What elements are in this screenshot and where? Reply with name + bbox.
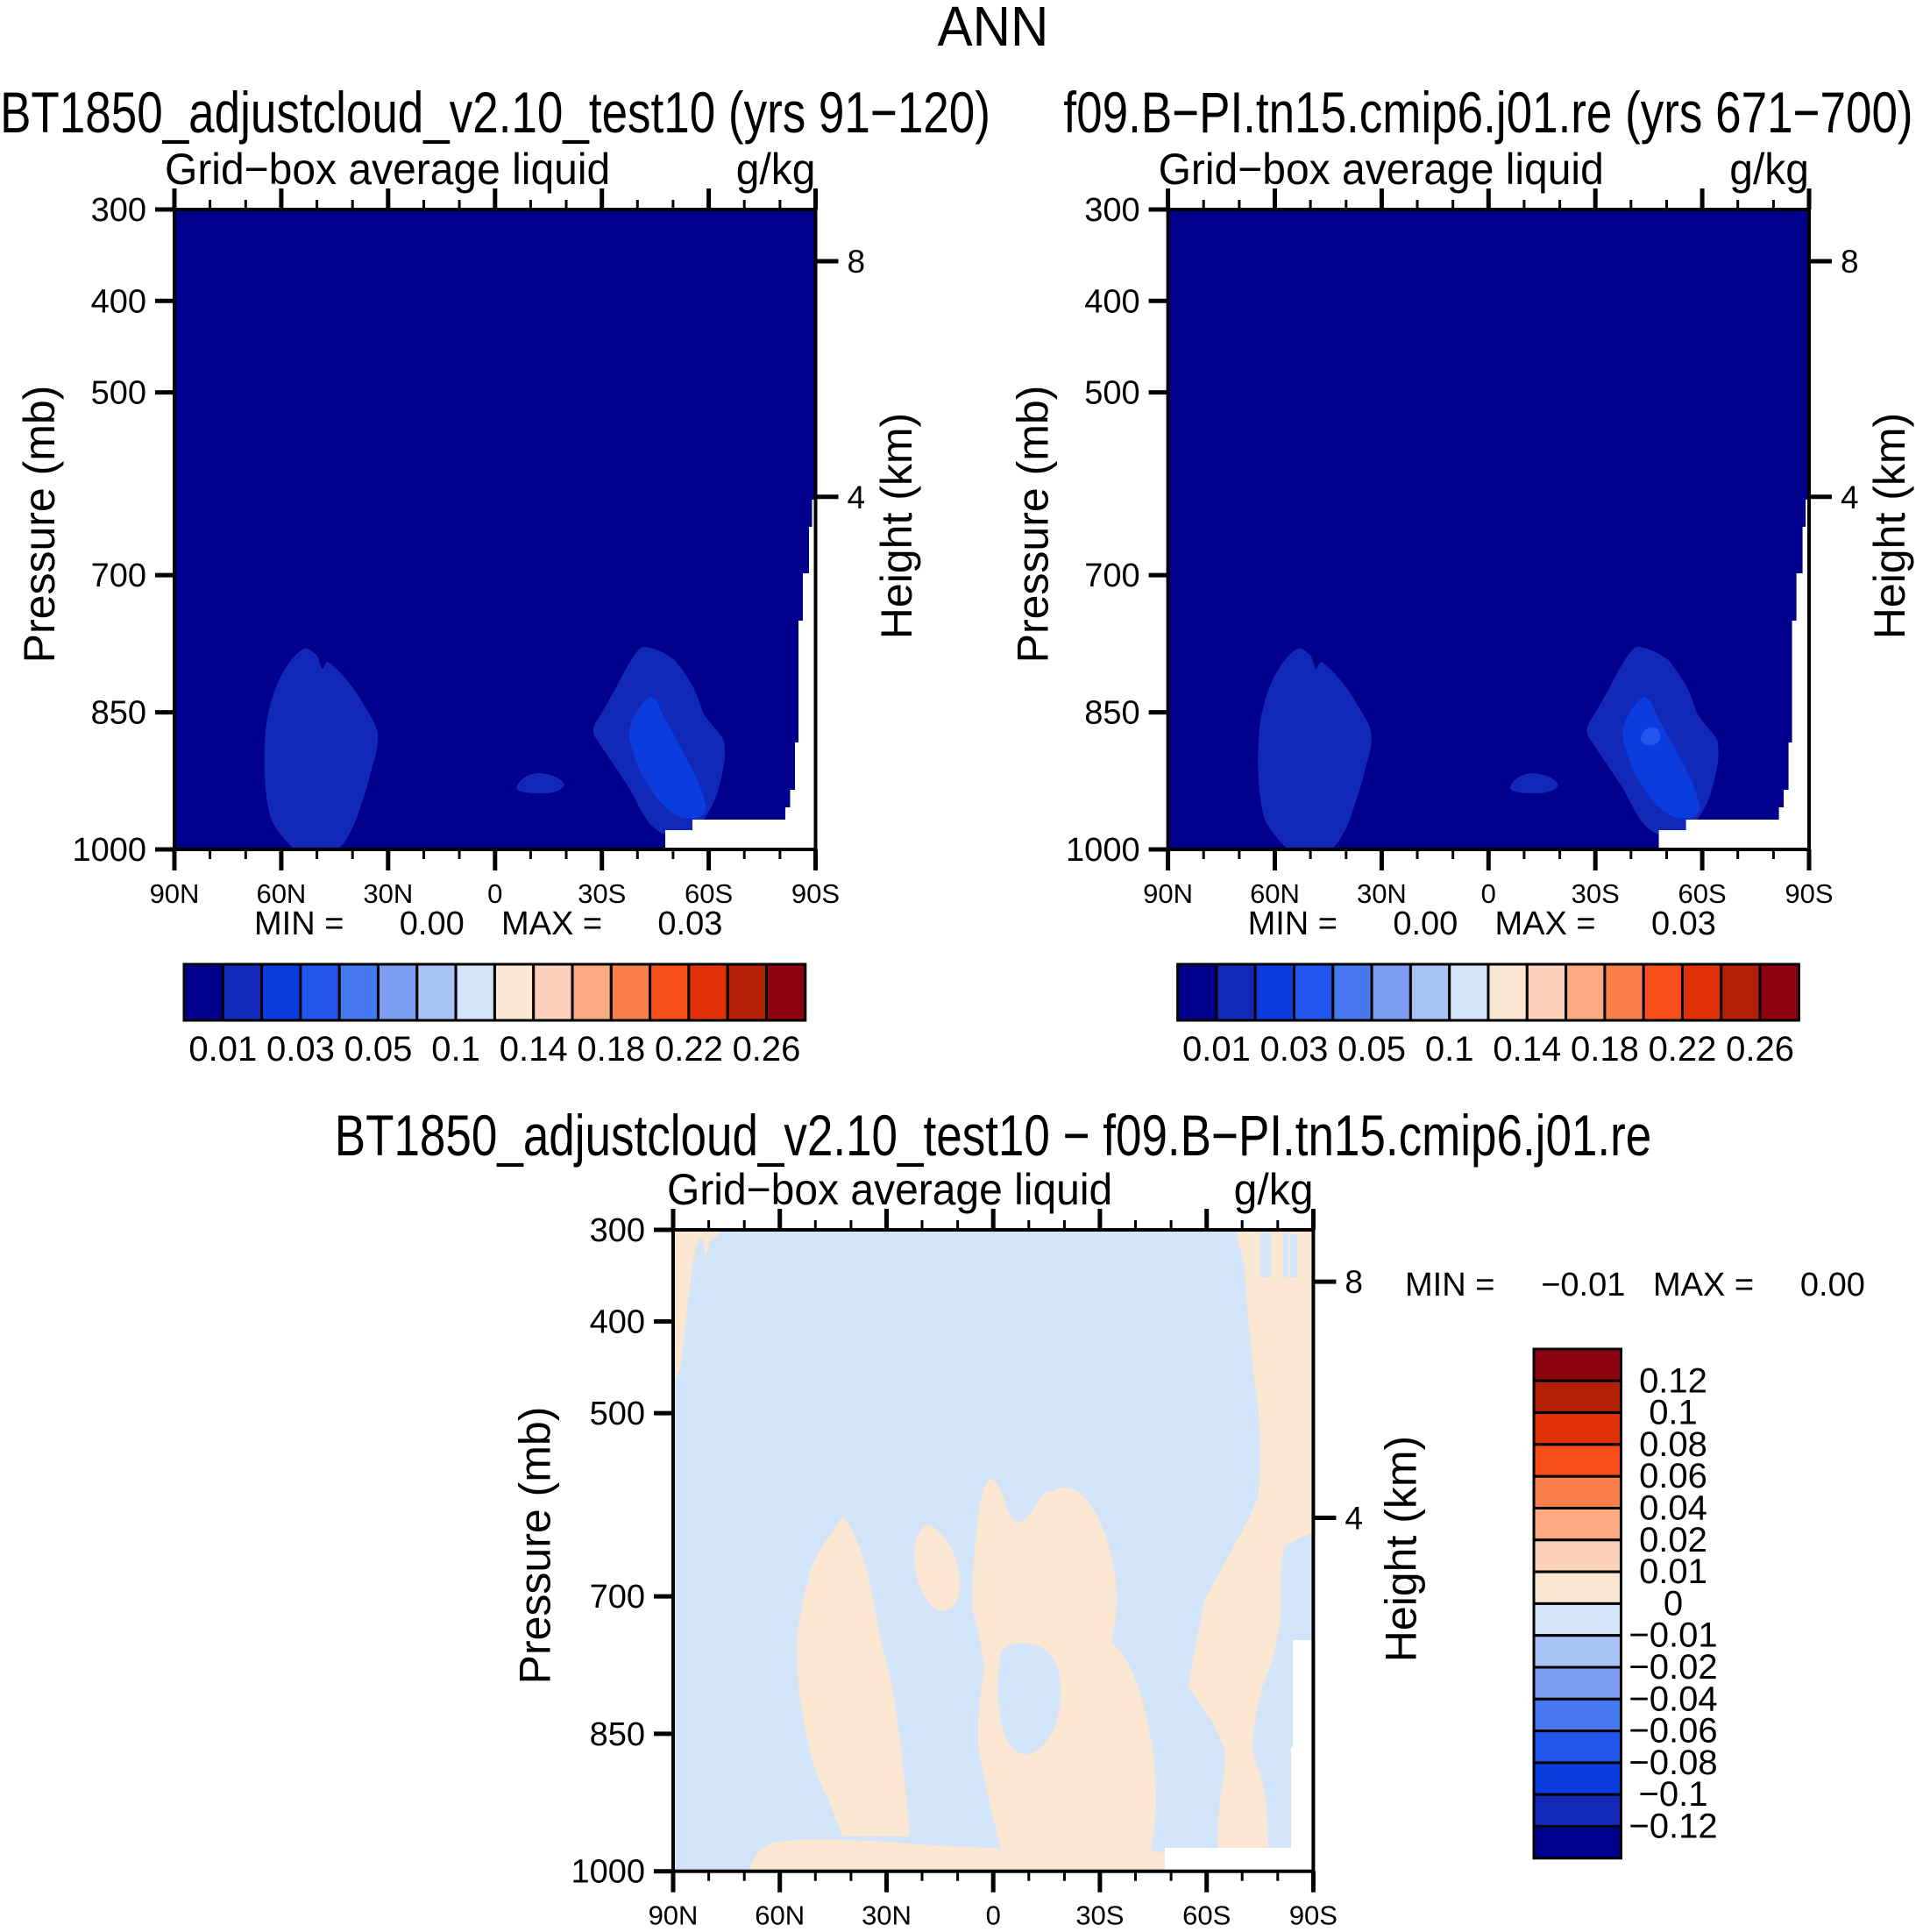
svg-text:−0.06: −0.06 <box>1629 1712 1717 1751</box>
svg-text:−0.04: −0.04 <box>1629 1680 1717 1718</box>
svg-text:30S: 30S <box>1572 878 1620 909</box>
svg-text:g/kg: g/kg <box>1729 145 1809 194</box>
svg-text:0.03: 0.03 <box>266 1030 335 1069</box>
svg-text:0.1: 0.1 <box>1425 1030 1474 1069</box>
svg-text:30S: 30S <box>1075 1900 1124 1928</box>
svg-text:g/kg: g/kg <box>1234 1165 1314 1214</box>
svg-text:60S: 60S <box>685 878 733 909</box>
svg-text:700: 700 <box>1084 558 1139 594</box>
svg-text:400: 400 <box>91 283 146 320</box>
svg-text:500: 500 <box>91 375 146 412</box>
svg-text:0.26: 0.26 <box>1726 1030 1794 1069</box>
svg-text:MIN = 0.00 MAX =: MIN = 0.00 MAX = 0.03 <box>1248 906 1716 942</box>
svg-text:0.05: 0.05 <box>1338 1030 1406 1069</box>
svg-text:−0.02: −0.02 <box>1629 1648 1717 1687</box>
svg-text:30N: 30N <box>862 1900 912 1928</box>
svg-text:0.08: 0.08 <box>1639 1425 1707 1464</box>
svg-text:0.18: 0.18 <box>1571 1030 1639 1069</box>
svg-text:0.06: 0.06 <box>1639 1457 1707 1495</box>
svg-text:700: 700 <box>590 1579 645 1616</box>
svg-text:BT1850_adjustcloud_v2.10_test1: BT1850_adjustcloud_v2.10_test10 − f09.B−… <box>335 1103 1652 1168</box>
svg-text:ANN: ANN <box>938 0 1049 58</box>
svg-text:30S: 30S <box>578 878 626 909</box>
svg-text:1000: 1000 <box>571 1854 645 1891</box>
svg-text:8: 8 <box>848 244 866 280</box>
svg-text:8: 8 <box>1841 244 1859 280</box>
svg-text:400: 400 <box>590 1304 645 1341</box>
svg-text:0.18: 0.18 <box>577 1030 645 1069</box>
svg-text:300: 300 <box>91 192 146 229</box>
svg-text:850: 850 <box>91 695 146 732</box>
svg-text:0.04: 0.04 <box>1639 1489 1707 1528</box>
svg-text:4: 4 <box>848 479 866 515</box>
svg-text:0.01: 0.01 <box>1182 1030 1251 1069</box>
svg-text:−0.12: −0.12 <box>1629 1808 1717 1846</box>
svg-text:Height (km): Height (km) <box>872 413 921 639</box>
svg-text:1000: 1000 <box>72 832 146 869</box>
svg-text:60N: 60N <box>256 878 306 909</box>
svg-text:90N: 90N <box>649 1900 699 1928</box>
svg-text:60S: 60S <box>1678 878 1727 909</box>
svg-text:0: 0 <box>986 1900 1001 1928</box>
svg-text:BT1850_adjustcloud_v2.10_test1: BT1850_adjustcloud_v2.10_test10 (yrs 91−… <box>0 80 990 145</box>
svg-text:0.12: 0.12 <box>1639 1361 1707 1400</box>
svg-text:60N: 60N <box>755 1900 805 1928</box>
svg-text:−0.1: −0.1 <box>1639 1775 1708 1814</box>
svg-text:30N: 30N <box>363 878 413 909</box>
svg-text:90S: 90S <box>791 878 840 909</box>
svg-text:0: 0 <box>487 878 502 909</box>
svg-text:0.14: 0.14 <box>1493 1030 1561 1069</box>
svg-text:0.01: 0.01 <box>188 1030 257 1069</box>
svg-text:Pressure (mb): Pressure (mb) <box>511 1407 560 1685</box>
svg-text:0.02: 0.02 <box>1639 1521 1707 1559</box>
svg-text:0.05: 0.05 <box>344 1030 413 1069</box>
svg-text:MIN = 0.00 MAX =: MIN = 0.00 MAX = 0.03 <box>254 906 722 942</box>
svg-text:0.22: 0.22 <box>1649 1030 1717 1069</box>
svg-text:700: 700 <box>91 558 146 594</box>
svg-text:Grid−box average liquid: Grid−box average liquid <box>165 145 610 194</box>
svg-text:850: 850 <box>590 1716 645 1753</box>
svg-text:−0.01: −0.01 <box>1629 1616 1717 1655</box>
svg-text:60S: 60S <box>1182 1900 1231 1928</box>
svg-text:0.01: 0.01 <box>1639 1552 1707 1591</box>
svg-text:90S: 90S <box>1785 878 1833 909</box>
svg-text:0.1: 0.1 <box>431 1030 480 1069</box>
svg-text:Pressure (mb): Pressure (mb) <box>1009 386 1058 664</box>
svg-text:60N: 60N <box>1250 878 1300 909</box>
svg-text:300: 300 <box>590 1212 645 1249</box>
svg-text:4: 4 <box>1841 479 1859 515</box>
svg-text:500: 500 <box>1084 375 1139 412</box>
svg-text:Grid−box average liquid: Grid−box average liquid <box>1159 145 1604 194</box>
svg-text:0: 0 <box>1664 1584 1683 1623</box>
svg-text:0.14: 0.14 <box>500 1030 568 1069</box>
svg-text:−0.08: −0.08 <box>1629 1744 1717 1782</box>
svg-text:0.03: 0.03 <box>1260 1030 1329 1069</box>
svg-text:30N: 30N <box>1357 878 1407 909</box>
svg-text:Grid−box average liquid: Grid−box average liquid <box>667 1165 1112 1214</box>
svg-text:0: 0 <box>1481 878 1496 909</box>
svg-text:90S: 90S <box>1289 1900 1338 1928</box>
svg-text:Height (km): Height (km) <box>1376 1436 1425 1662</box>
svg-text:90N: 90N <box>150 878 200 909</box>
svg-text:g/kg: g/kg <box>736 145 816 194</box>
svg-text:90N: 90N <box>1143 878 1193 909</box>
svg-text:Pressure (mb): Pressure (mb) <box>15 386 64 664</box>
svg-text:500: 500 <box>590 1396 645 1432</box>
svg-text:MIN = −0.01 MAX = 0.: MIN = −0.01 MAX = 0.00 <box>1405 1267 1865 1303</box>
svg-text:300: 300 <box>1084 192 1139 229</box>
svg-text:400: 400 <box>1084 283 1139 320</box>
svg-text:1000: 1000 <box>1066 832 1140 869</box>
svg-text:850: 850 <box>1084 695 1139 732</box>
svg-text:Height (km): Height (km) <box>1865 413 1914 639</box>
svg-text:8: 8 <box>1345 1264 1363 1300</box>
svg-text:4: 4 <box>1345 1501 1363 1537</box>
svg-text:0.1: 0.1 <box>1649 1394 1698 1432</box>
svg-text:f09.B−PI.tn15.cmip6.j01.re (yr: f09.B−PI.tn15.cmip6.j01.re (yrs 671−700) <box>1063 80 1912 145</box>
svg-text:0.26: 0.26 <box>733 1030 801 1069</box>
svg-text:0.22: 0.22 <box>655 1030 723 1069</box>
